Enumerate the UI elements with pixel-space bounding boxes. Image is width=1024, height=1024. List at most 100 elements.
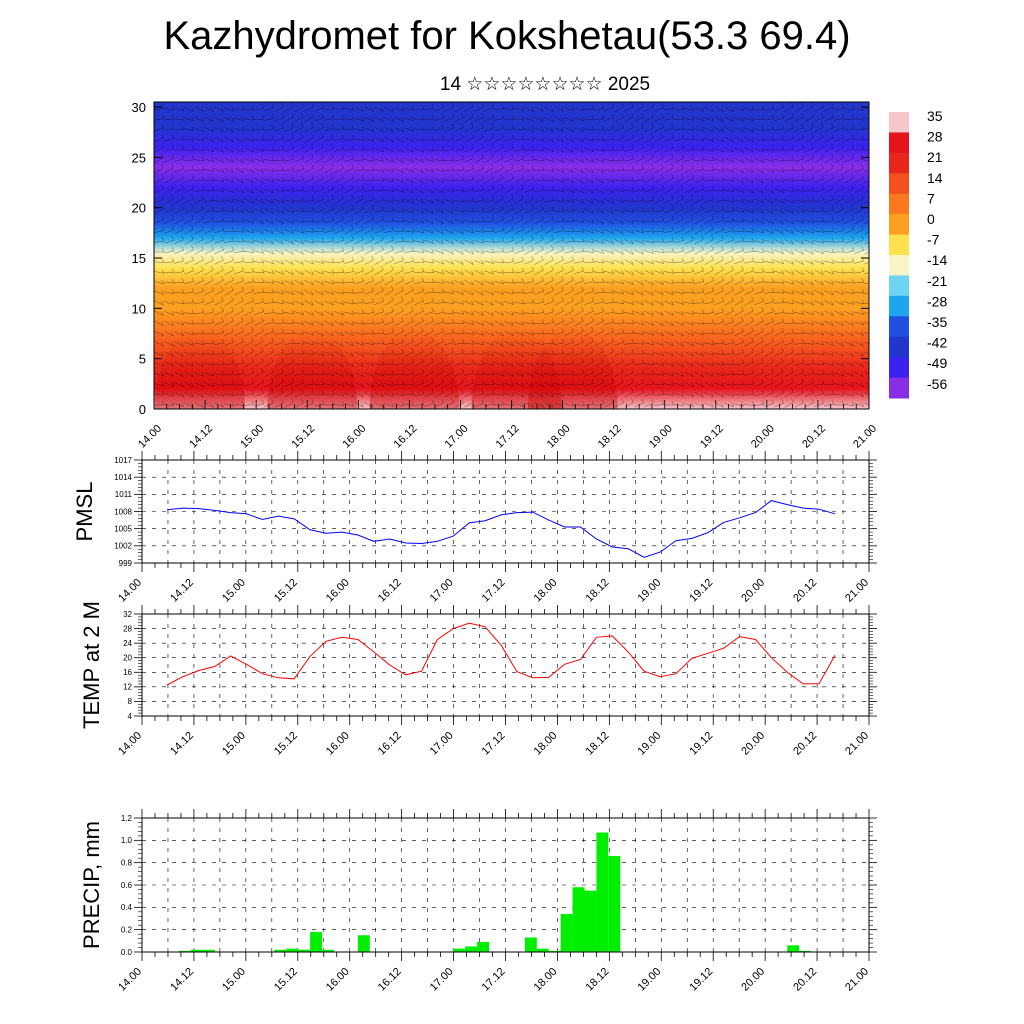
wind-barb xyxy=(303,210,315,212)
wind-barb xyxy=(564,331,574,336)
wind-barb-flag xyxy=(311,370,315,375)
wind-barb xyxy=(404,188,414,194)
wind-barb-flag xyxy=(461,329,465,334)
wind-barb xyxy=(694,270,704,275)
wind-barb xyxy=(304,147,314,153)
wind-barb xyxy=(864,402,869,406)
wind-barb-flag xyxy=(611,269,615,274)
wind-barb xyxy=(654,107,664,111)
wind-barb-flag xyxy=(321,184,324,189)
wind-barb-flag xyxy=(551,167,555,172)
wind-barb xyxy=(834,198,844,204)
wind-barb-flag xyxy=(431,136,435,141)
wind-barb xyxy=(764,218,774,224)
wind-barb xyxy=(603,139,615,141)
wind-barb xyxy=(243,404,255,406)
wind-barb-flag xyxy=(351,392,354,397)
wind-barb xyxy=(444,199,454,203)
wind-barb xyxy=(734,117,744,122)
wind-barb-flag xyxy=(221,286,224,291)
y-tick-label: 16 xyxy=(123,668,132,677)
wind-barb xyxy=(444,302,454,304)
wind-barb xyxy=(334,240,344,244)
wind-barb xyxy=(564,300,574,306)
wind-barb xyxy=(583,118,595,121)
wind-barb-flag xyxy=(431,399,435,404)
wind-barb xyxy=(524,291,534,294)
wind-barb-flag xyxy=(511,105,515,110)
wind-barb-flag xyxy=(701,341,704,346)
wind-barb-flag xyxy=(681,331,684,337)
wind-barb xyxy=(174,260,184,264)
wind-barb-flag xyxy=(231,168,234,173)
wind-barb xyxy=(264,218,274,225)
wind-barb-flag xyxy=(321,351,324,356)
wind-barb xyxy=(654,352,664,356)
wind-barb xyxy=(684,178,694,183)
wind-barb-flag xyxy=(451,250,454,255)
wind-barb xyxy=(264,371,274,378)
wind-barb-flag xyxy=(341,342,344,347)
wind-barb xyxy=(324,177,334,184)
wind-barb xyxy=(404,351,414,357)
wind-barb-flag xyxy=(491,259,495,264)
wind-barb xyxy=(164,208,174,214)
wind-barb-flag xyxy=(211,225,214,230)
wind-barb-flag xyxy=(821,379,825,384)
wind-barb-flag xyxy=(511,382,514,387)
wind-barb-flag xyxy=(461,176,465,181)
wind-barb xyxy=(394,352,404,356)
wind-barb xyxy=(834,230,844,233)
wind-barb-flag xyxy=(331,104,335,109)
wind-barb xyxy=(504,281,514,284)
wind-barb xyxy=(664,137,674,142)
wind-barb-flag xyxy=(821,311,824,316)
wind-barb-flag xyxy=(211,157,215,162)
wind-barb xyxy=(514,198,524,204)
wind-barb xyxy=(664,362,674,367)
wind-barb xyxy=(634,220,644,223)
wind-barb xyxy=(784,106,794,112)
wind-barb xyxy=(374,200,384,202)
wind-barb xyxy=(534,270,544,275)
wind-barb xyxy=(854,271,864,274)
wind-barb xyxy=(174,271,184,274)
wind-barb xyxy=(494,177,504,184)
wind-barb-flag xyxy=(411,148,414,153)
wind-barb-flag xyxy=(531,277,535,282)
wind-barb xyxy=(154,241,164,243)
wind-barb xyxy=(764,403,774,407)
wind-barb-flag xyxy=(831,321,834,326)
wind-barb-flag xyxy=(501,215,504,221)
wind-barb-flag xyxy=(481,321,484,326)
wind-barb-flag xyxy=(421,168,424,173)
wind-barb-flag xyxy=(801,280,804,285)
wind-barb xyxy=(384,106,394,112)
wind-barb xyxy=(654,250,664,254)
wind-barb xyxy=(293,190,305,192)
wind-barb-flag xyxy=(861,341,864,347)
wind-barb xyxy=(554,168,564,173)
wind-barb-flag xyxy=(521,362,524,367)
wind-barb-flag xyxy=(391,167,394,173)
wind-barb xyxy=(154,372,164,377)
wind-barb xyxy=(644,290,654,296)
colorbar-label: -14 xyxy=(927,252,947,268)
wind-barb-flag xyxy=(401,276,404,281)
wind-barb xyxy=(684,118,694,121)
wind-barb-flag xyxy=(391,338,395,344)
wind-barb-flag xyxy=(821,270,824,275)
wind-barb-flag xyxy=(431,317,434,322)
wind-barb xyxy=(864,341,869,345)
x-tick-label: 20.00 xyxy=(739,730,767,758)
wind-barb xyxy=(814,331,824,336)
wind-barb-flag xyxy=(251,168,254,173)
wind-barb-flag xyxy=(821,196,825,201)
wind-barb xyxy=(534,402,544,408)
wind-barb-flag xyxy=(801,155,805,160)
wind-barb xyxy=(164,198,174,204)
wind-barb-flag xyxy=(661,195,664,200)
wind-barb xyxy=(794,169,804,172)
wind-barb xyxy=(843,261,855,263)
